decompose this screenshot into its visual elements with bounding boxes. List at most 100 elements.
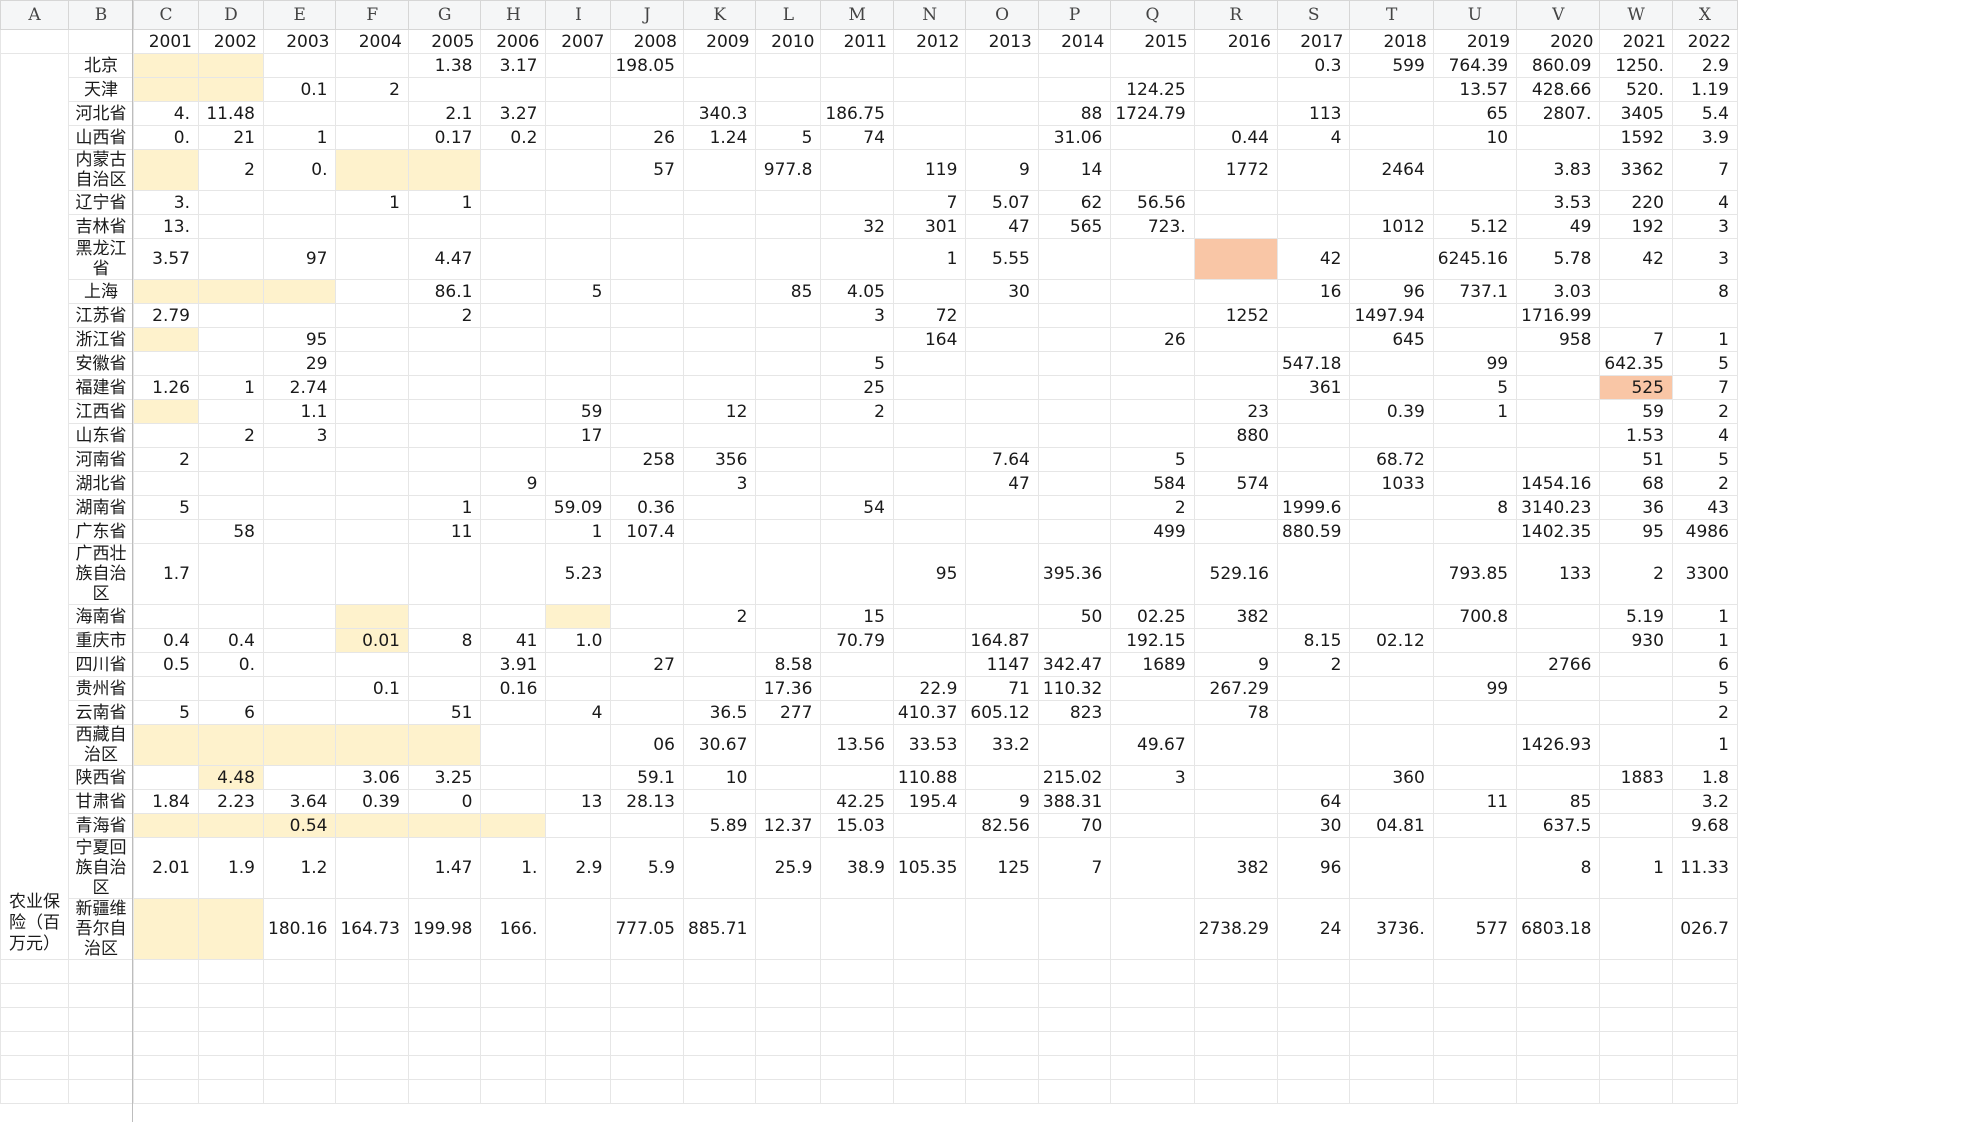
cell[interactable] — [198, 1031, 264, 1056]
data-cell[interactable]: 5 — [133, 495, 199, 520]
data-cell[interactable] — [610, 327, 684, 352]
cell[interactable] — [1193, 1055, 1278, 1080]
data-cell[interactable]: 85 — [755, 279, 822, 304]
data-cell[interactable]: 1 — [1599, 837, 1673, 899]
data-cell[interactable]: 3. — [133, 190, 199, 215]
cell[interactable] — [682, 959, 757, 984]
data-cell[interactable] — [480, 447, 547, 472]
data-cell[interactable] — [1599, 789, 1673, 814]
year-header-cell[interactable]: 2016 — [1193, 29, 1278, 54]
data-cell[interactable] — [610, 214, 684, 239]
data-cell[interactable]: 645 — [1349, 327, 1434, 352]
data-cell[interactable]: 22.9 — [892, 676, 967, 701]
data-cell[interactable] — [1349, 77, 1434, 102]
data-cell[interactable] — [1516, 700, 1601, 725]
data-cell[interactable]: 3 — [820, 303, 894, 328]
data-cell[interactable] — [892, 519, 967, 544]
data-cell[interactable] — [133, 724, 199, 766]
data-cell[interactable] — [1276, 676, 1351, 701]
region-cell[interactable]: 浙江省 — [68, 327, 134, 352]
cell[interactable] — [133, 959, 199, 984]
cell[interactable] — [1516, 1079, 1601, 1104]
data-cell[interactable] — [545, 375, 612, 400]
cell[interactable] — [820, 1031, 894, 1056]
data-cell[interactable] — [820, 53, 894, 78]
data-cell[interactable] — [1037, 375, 1112, 400]
cell[interactable] — [1193, 1031, 1278, 1056]
data-cell[interactable]: 2 — [1671, 700, 1738, 725]
data-cell[interactable]: 49 — [1516, 214, 1601, 239]
year-header-cell[interactable]: 2002 — [198, 29, 264, 54]
data-cell[interactable]: 51 — [1599, 447, 1673, 472]
data-cell[interactable] — [610, 543, 684, 605]
cell[interactable] — [1193, 1079, 1278, 1104]
data-cell[interactable]: 1.7 — [133, 543, 199, 605]
cell[interactable] — [965, 1007, 1039, 1032]
data-cell[interactable] — [198, 190, 264, 215]
data-cell[interactable] — [545, 125, 612, 150]
data-cell[interactable]: 02.25 — [1110, 604, 1195, 629]
data-cell[interactable]: 4 — [1276, 125, 1351, 150]
data-cell[interactable]: 1 — [1671, 724, 1738, 766]
data-cell[interactable] — [1276, 214, 1351, 239]
cell[interactable] — [1599, 1055, 1673, 1080]
data-cell[interactable]: 3.53 — [1516, 190, 1601, 215]
data-cell[interactable]: 2 — [1671, 399, 1738, 424]
region-cell[interactable]: 安徽省 — [68, 351, 134, 376]
data-cell[interactable]: 17 — [545, 423, 612, 448]
data-cell[interactable] — [682, 495, 757, 520]
data-cell[interactable] — [1516, 423, 1601, 448]
data-cell[interactable] — [133, 327, 199, 352]
data-cell[interactable]: 5 — [545, 279, 612, 304]
data-cell[interactable] — [335, 214, 409, 239]
data-cell[interactable]: 7 — [892, 190, 967, 215]
data-cell[interactable] — [682, 543, 757, 605]
column-header-l[interactable]: L — [755, 0, 822, 30]
cell[interactable] — [198, 1079, 264, 1104]
data-cell[interactable]: 880 — [1193, 423, 1278, 448]
cell[interactable] — [480, 959, 547, 984]
data-cell[interactable] — [335, 351, 409, 376]
data-cell[interactable]: 8 — [407, 628, 482, 653]
data-cell[interactable] — [480, 375, 547, 400]
data-cell[interactable] — [820, 700, 894, 725]
data-cell[interactable] — [198, 813, 264, 838]
data-cell[interactable]: 1 — [1671, 628, 1738, 653]
data-cell[interactable] — [480, 214, 547, 239]
data-cell[interactable] — [407, 471, 482, 496]
data-cell[interactable] — [1432, 423, 1518, 448]
year-header-cell[interactable]: 2014 — [1037, 29, 1112, 54]
cell[interactable] — [1110, 1007, 1195, 1032]
cell[interactable] — [820, 1055, 894, 1080]
data-cell[interactable] — [407, 214, 482, 239]
column-header-w[interactable]: W — [1599, 0, 1673, 30]
data-cell[interactable]: 2 — [335, 77, 409, 102]
data-cell[interactable] — [682, 77, 757, 102]
data-cell[interactable] — [1276, 149, 1351, 191]
column-header-c[interactable]: C — [133, 0, 199, 30]
data-cell[interactable] — [892, 77, 967, 102]
data-cell[interactable]: 3 — [1110, 765, 1195, 790]
data-cell[interactable]: 5 — [820, 351, 894, 376]
column-header-k[interactable]: K — [682, 0, 757, 30]
data-cell[interactable]: 026.7 — [1671, 898, 1738, 960]
column-header-t[interactable]: T — [1349, 0, 1434, 30]
cell[interactable] — [755, 1031, 822, 1056]
column-header-n[interactable]: N — [892, 0, 967, 30]
data-cell[interactable]: 723. — [1110, 214, 1195, 239]
cell[interactable] — [0, 959, 69, 984]
data-cell[interactable] — [682, 238, 757, 280]
cell[interactable] — [682, 1031, 757, 1056]
data-cell[interactable]: 25 — [820, 375, 894, 400]
cell[interactable] — [198, 1055, 264, 1080]
data-cell[interactable] — [1110, 351, 1195, 376]
data-cell[interactable]: 21 — [198, 125, 264, 150]
column-header-i[interactable]: I — [545, 0, 612, 30]
region-cell[interactable]: 海南省 — [68, 604, 134, 629]
region-cell[interactable]: 辽宁省 — [68, 190, 134, 215]
data-cell[interactable] — [133, 519, 199, 544]
cell[interactable] — [0, 983, 69, 1008]
cell[interactable] — [965, 983, 1039, 1008]
data-cell[interactable]: 0.39 — [335, 789, 409, 814]
data-cell[interactable]: 737.1 — [1432, 279, 1518, 304]
